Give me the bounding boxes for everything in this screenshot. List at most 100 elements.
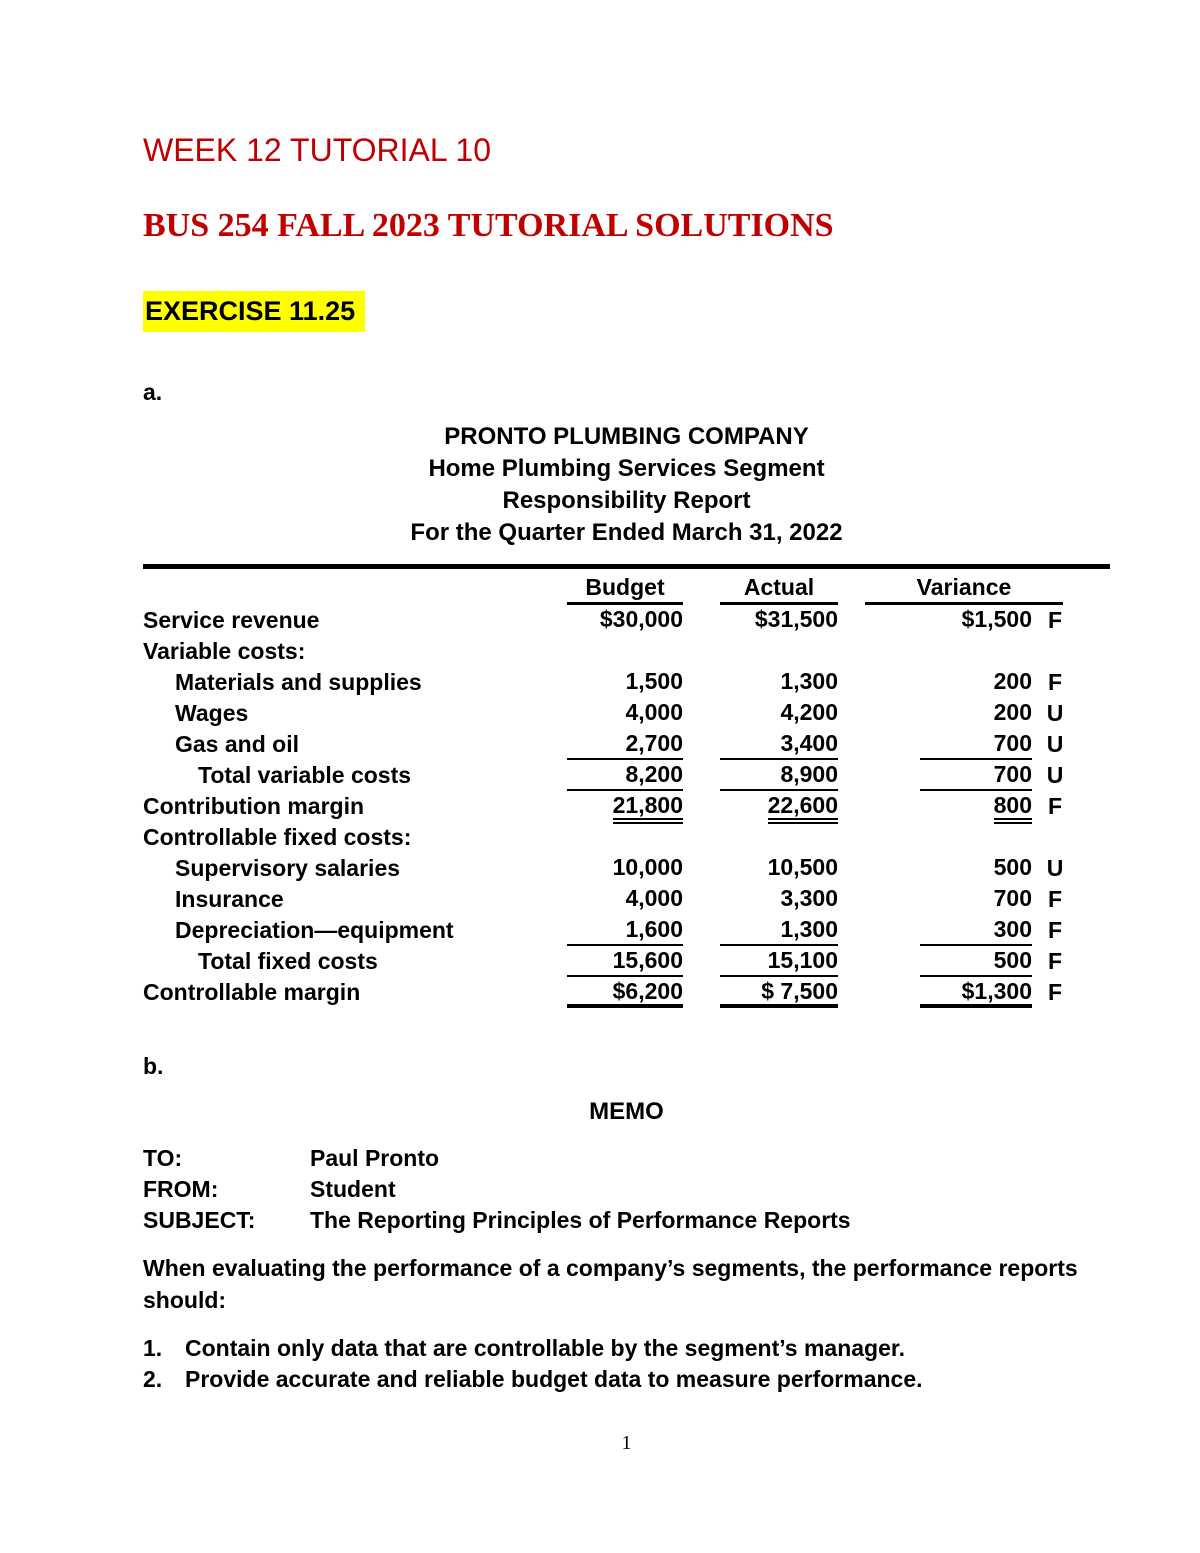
exercise-heading: EXERCISE 11.25 [143, 291, 1110, 332]
variance-direction: U [1046, 762, 1064, 788]
table-row-depreciation-equipment: Depreciation—equipment 1,600 1,300 300 F [143, 915, 1110, 946]
variance-direction: F [1047, 948, 1063, 974]
yellow-highlight: EXERCISE 11.25 [143, 291, 366, 332]
budget-value: 4,000 [625, 885, 683, 911]
variance-value: 500 [993, 854, 1032, 880]
actual-value: 4,200 [780, 699, 838, 725]
budget-value: 1,500 [625, 668, 683, 694]
row-label: Total variable costs [198, 762, 412, 788]
row-label: Service revenue [143, 607, 320, 633]
actual-value: 10,500 [767, 854, 838, 880]
table-header-row: Budget Actual Variance [143, 573, 1110, 605]
page-number: 1 [621, 1432, 632, 1454]
variance-direction: U [1046, 700, 1064, 726]
table-row-controllable-fixed-costs: Controllable fixed costs: [143, 822, 1110, 853]
row-label: Gas and oil [175, 731, 299, 757]
budget-value: 15,600 [567, 946, 683, 977]
actual-value: 3,300 [780, 885, 838, 911]
memo-list: 1. Contain only data that are controllab… [143, 1333, 1110, 1395]
memo-paragraph: When evaluating the performance of a com… [143, 1255, 1078, 1313]
actual-value: 3,400 [720, 729, 838, 760]
variance-direction: F [1047, 793, 1063, 819]
variance-direction: F [1047, 979, 1063, 1005]
list-item: 1. Contain only data that are controllab… [143, 1333, 1110, 1364]
memo-field-label: TO: [143, 1145, 183, 1171]
table-row-materials: Materials and supplies 1,500 1,300 200 F [143, 667, 1110, 698]
table-row-wages: Wages 4,000 4,200 200 U [143, 698, 1110, 729]
variance-direction: F [1047, 669, 1063, 695]
memo-field-value: Paul Pronto [310, 1145, 440, 1171]
list-item-text: Provide accurate and reliable budget dat… [185, 1366, 923, 1392]
actual-value: 22,600 [720, 791, 838, 824]
memo-field-value: The Reporting Principles of Performance … [310, 1207, 851, 1233]
report-segment-name: Home Plumbing Services Segment [428, 455, 825, 482]
column-header-budget: Budget [567, 573, 683, 605]
actual-value: 1,300 [780, 668, 838, 694]
list-item: 2. Provide accurate and reliable budget … [143, 1364, 1110, 1395]
actual-value: 8,900 [720, 760, 838, 791]
report-heading: PRONTO PLUMBING COMPANY Home Plumbing Se… [143, 421, 1110, 549]
report-period: For the Quarter Ended March 31, 2022 [410, 519, 843, 546]
column-header-variance: Variance [865, 573, 1063, 605]
table-row-insurance: Insurance 4,000 3,300 700 F [143, 884, 1110, 915]
memo-field-from: FROM: Student [143, 1174, 1110, 1205]
variance-value: 800 [920, 791, 1032, 824]
memo-field-label: SUBJECT: [143, 1207, 256, 1233]
table-row-contribution-margin: Contribution margin 21,800 22,600 800 F [143, 791, 1110, 824]
row-label: Depreciation—equipment [175, 917, 454, 943]
budget-value: 4,000 [625, 699, 683, 725]
part-a-label: a. [143, 379, 163, 405]
actual-value: $ 7,500 [720, 977, 838, 1008]
table-row-supervisory-salaries: Supervisory salaries 10,000 10,500 500 U [143, 853, 1110, 884]
table-row-total-fixed-costs: Total fixed costs 15,600 15,100 500 F [143, 946, 1110, 977]
column-header-actual: Actual [720, 573, 838, 605]
memo-title: MEMO [589, 1098, 664, 1125]
budget-value: 8,200 [567, 760, 683, 791]
list-item-text: Contain only data that are controllable … [185, 1335, 905, 1361]
table-row-controllable-margin: Controllable margin $6,200 $ 7,500 $1,30… [143, 977, 1110, 1008]
memo-field-value: Student [310, 1176, 396, 1202]
row-label: Supervisory salaries [175, 855, 401, 881]
table-row-variable-costs: Variable costs: [143, 636, 1110, 667]
actual-value: $31,500 [754, 606, 838, 632]
row-label: Controllable margin [143, 979, 361, 1005]
variance-value: 500 [920, 946, 1032, 977]
week-title: WEEK 12 TUTORIAL 10 [143, 132, 491, 168]
budget-value: 10,000 [612, 854, 683, 880]
budget-value: 1,600 [567, 915, 683, 946]
variance-value: 700 [920, 729, 1032, 760]
table-row-gas-oil: Gas and oil 2,700 3,400 700 U [143, 729, 1110, 760]
list-item-number: 1. [143, 1335, 163, 1361]
variance-value: $1,500 [961, 606, 1032, 632]
budget-value: $6,200 [567, 977, 683, 1008]
variance-value: 700 [993, 885, 1032, 911]
course-title: BUS 254 FALL 2023 TUTORIAL SOLUTIONS [143, 207, 834, 244]
memo-field-subject: SUBJECT: The Reporting Principles of Per… [143, 1205, 1110, 1236]
actual-value: 1,300 [720, 915, 838, 946]
budget-value: 2,700 [567, 729, 683, 760]
table-row-total-variable-costs: Total variable costs 8,200 8,900 700 U [143, 760, 1110, 791]
part-b-label: b. [143, 1053, 164, 1079]
actual-value: 15,100 [720, 946, 838, 977]
variance-value: 200 [993, 699, 1032, 725]
variance-value: $1,300 [920, 977, 1032, 1008]
memo-fields: TO: Paul Pronto FROM: Student SUBJECT: T… [143, 1143, 1110, 1236]
report-name: Responsibility Report [502, 487, 751, 514]
budget-value: $30,000 [599, 606, 683, 632]
memo-field-label: FROM: [143, 1176, 219, 1202]
variance-direction: U [1046, 731, 1064, 757]
row-label: Wages [175, 700, 249, 726]
table-row-service-revenue: Service revenue $30,000 $31,500 $1,500 F [143, 605, 1110, 636]
variance-direction: F [1047, 886, 1063, 912]
report-company-name: PRONTO PLUMBING COMPANY [444, 423, 809, 450]
variance-value: 700 [920, 760, 1032, 791]
variance-value: 200 [993, 668, 1032, 694]
variance-direction: U [1046, 855, 1064, 881]
row-label: Controllable fixed costs: [143, 824, 412, 850]
variance-direction: F [1047, 917, 1063, 943]
row-label: Insurance [175, 886, 284, 912]
memo-field-to: TO: Paul Pronto [143, 1143, 1110, 1174]
row-label: Variable costs: [143, 638, 306, 664]
variance-value: 300 [920, 915, 1032, 946]
